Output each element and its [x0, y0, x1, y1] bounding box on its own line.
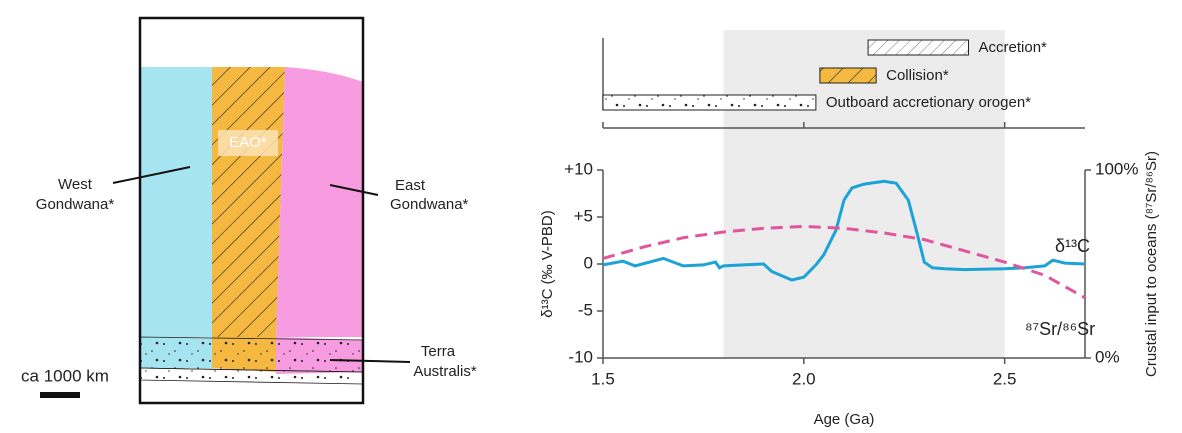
band-pattern [867, 39, 970, 56]
y-tick-label: -10 [568, 347, 593, 366]
series-line [602, 224, 1086, 300]
band-label: Collision* [886, 67, 949, 84]
eao-hatch [212, 67, 285, 337]
terra-label: Australis* [413, 363, 477, 380]
west-block [140, 67, 212, 337]
y-tick-label: 0 [584, 253, 593, 272]
y2-axis-label: Crustal input to oceans (⁸⁷Sr/⁸⁶Sr) [1143, 151, 1160, 377]
diagram: EAO* West Gondwana* East Gondwana* Terra… [21, 16, 477, 405]
band-pattern [602, 94, 817, 111]
y-tick-label: +5 [574, 206, 593, 225]
x-tick-label: 2.0 [792, 369, 816, 388]
east-label: Gondwana* [390, 196, 469, 213]
scale-bar [40, 392, 80, 398]
band-label: Accretion* [979, 39, 1048, 56]
x-tick-label: 2.5 [993, 369, 1017, 388]
y2-tick-label: 0% [1095, 347, 1120, 366]
pointer [329, 184, 379, 196]
chart: Accretion* Collision* Outboard accretionar… [539, 30, 1160, 428]
pointer [112, 166, 191, 184]
scale-label: ca 1000 km [21, 366, 109, 385]
terra-label: Terra [421, 343, 456, 360]
x-tick-label: 1.5 [591, 369, 615, 388]
band-label: Outboard accretionary orogen* [826, 94, 1031, 111]
shaded-interval [723, 30, 1005, 358]
x-axis-label: Age (Ga) [814, 411, 875, 428]
series-label: ⁸⁷Sr/⁸⁶Sr [1025, 319, 1095, 339]
series-line [602, 179, 1086, 282]
y-axis-label: δ¹³C (‰ V-PBD) [539, 210, 556, 318]
series-label: δ¹³C [1055, 236, 1090, 256]
eao-label: EAO* [229, 134, 267, 151]
pointer [329, 359, 411, 363]
west-label: West [58, 176, 93, 193]
eao-label-bg [218, 130, 278, 156]
east-label: East [395, 177, 426, 194]
y2-tick-label: 100% [1095, 159, 1138, 178]
east-block [276, 67, 363, 337]
y-tick-label: -5 [578, 300, 593, 319]
y-tick-label: +10 [564, 159, 593, 178]
frame [138, 16, 365, 405]
west-label: Gondwana* [36, 196, 115, 213]
terra-dots [139, 336, 364, 373]
band-pattern [819, 67, 877, 84]
